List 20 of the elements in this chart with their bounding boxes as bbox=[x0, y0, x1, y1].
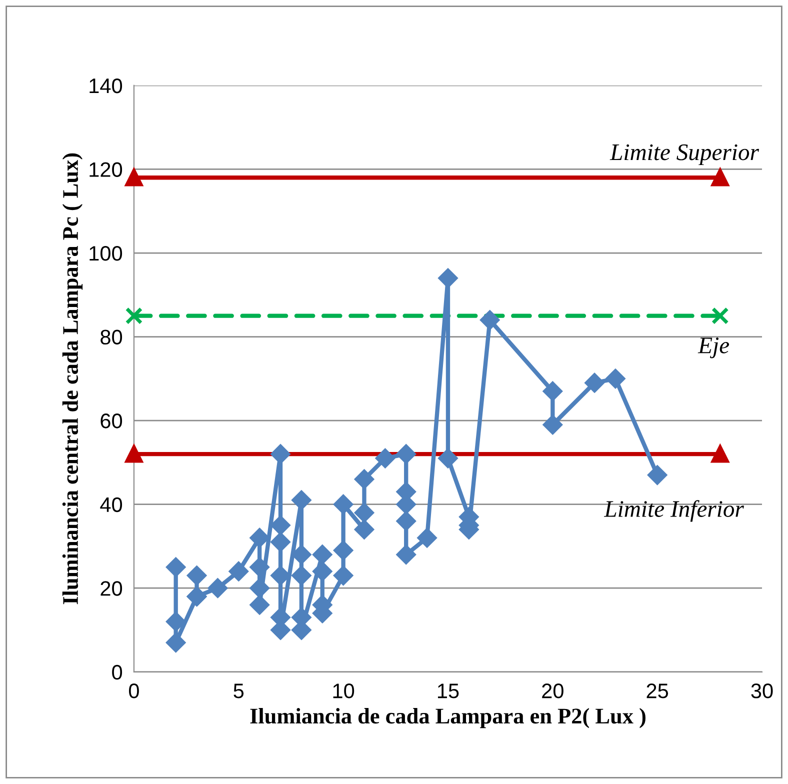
y-tick-label: 20 bbox=[100, 581, 122, 596]
y-tick-label: 120 bbox=[90, 162, 122, 177]
series-label: Eje bbox=[698, 338, 730, 358]
y-tick-label: 140 bbox=[90, 78, 122, 94]
x-tick-label: 20 bbox=[542, 684, 564, 698]
y-axis-title: Iluminancia central de cada Lampara Pc ( Lux) bbox=[62, 153, 83, 604]
x-axis-title: Ilumiancia de cada Lampara en P2( Lux ) bbox=[250, 708, 646, 728]
x-tick-label: 10 bbox=[333, 684, 354, 698]
series-label: Limite Inferior bbox=[604, 500, 744, 522]
x-tick-label: 0 bbox=[128, 684, 139, 698]
x-tick-label: 30 bbox=[751, 684, 773, 698]
y-tick-label: 80 bbox=[100, 330, 122, 345]
y-tick-label: 0 bbox=[112, 664, 122, 680]
x-tick-label: 15 bbox=[438, 684, 459, 698]
y-tick-label: 60 bbox=[100, 414, 122, 428]
x-tick-label: 25 bbox=[646, 684, 668, 698]
y-tick-label: 100 bbox=[90, 246, 122, 261]
x-tick-label: 5 bbox=[234, 684, 244, 698]
y-tick-label: 40 bbox=[100, 497, 122, 512]
series-label: Limite Superior bbox=[610, 144, 760, 166]
